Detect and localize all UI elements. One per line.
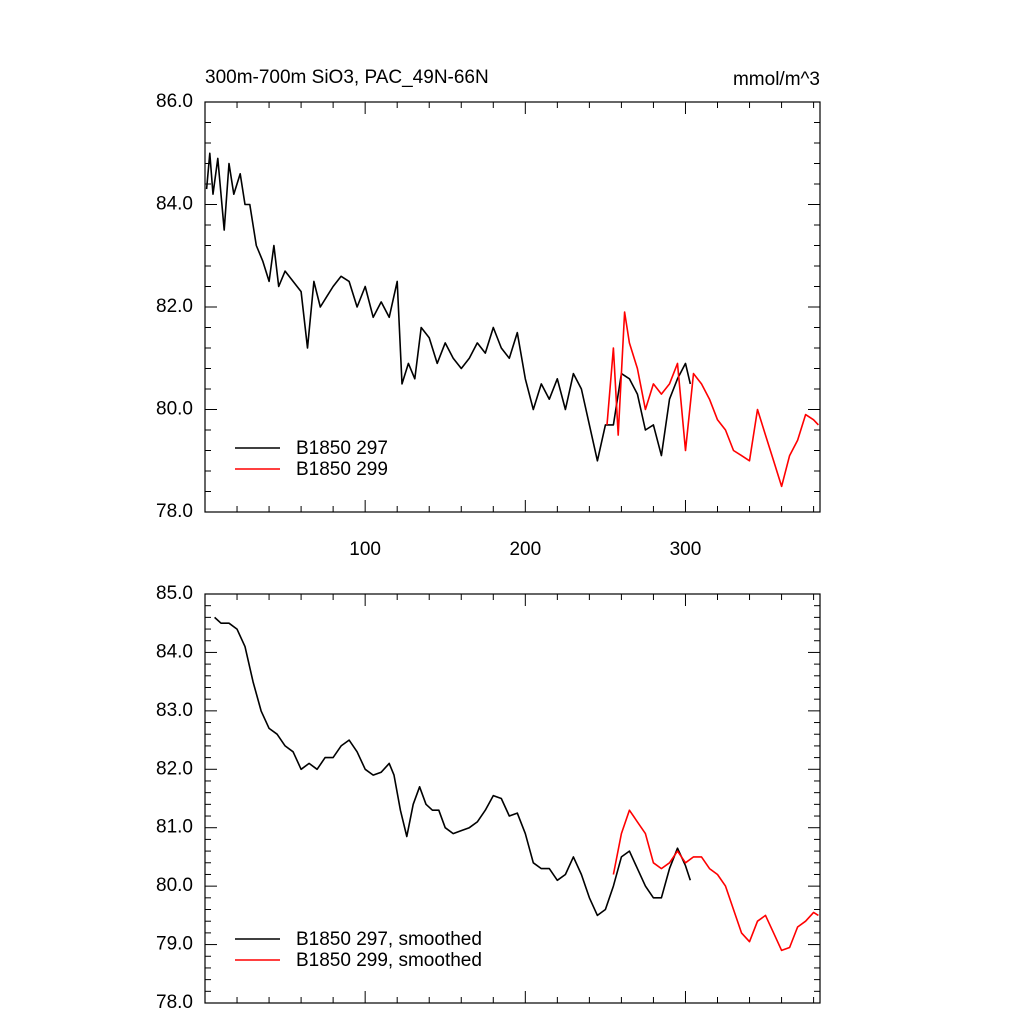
data-line: [612, 809, 819, 952]
y-tick-label: 81.0: [156, 817, 193, 838]
y-tick-label: 84.0: [156, 194, 193, 215]
y-tick-label: 86.0: [156, 91, 193, 112]
data-line: [205, 152, 692, 462]
y-tick-label: 78.0: [156, 501, 193, 522]
data-line: [214, 616, 692, 917]
y-tick-label: 80.0: [156, 399, 193, 420]
y-tick-label: 84.0: [156, 641, 193, 662]
units-label: mmol/m^3: [733, 69, 820, 90]
y-tick-label: 78.0: [156, 992, 193, 1013]
y-tick-label: 85.0: [156, 583, 193, 604]
plot-frame: [204, 593, 821, 1004]
legend-label: B1850 299: [296, 459, 388, 480]
x-tick-label: 200: [509, 539, 541, 560]
y-tick-label: 82.0: [156, 296, 193, 317]
y-tick-label: 83.0: [156, 700, 193, 721]
legend-label: B1850 299, smoothed: [296, 950, 482, 971]
x-tick-label: 100: [349, 539, 381, 560]
legend-label: B1850 297, smoothed: [296, 929, 482, 950]
legend-label: B1850 297: [296, 438, 388, 459]
x-tick-label: 300: [670, 539, 702, 560]
y-tick-label: 79.0: [156, 934, 193, 955]
chart-title: 300m-700m SiO3, PAC_49N-66N: [205, 67, 489, 88]
y-tick-label: 82.0: [156, 758, 193, 779]
data-line: [606, 311, 819, 488]
y-tick-label: 80.0: [156, 875, 193, 896]
